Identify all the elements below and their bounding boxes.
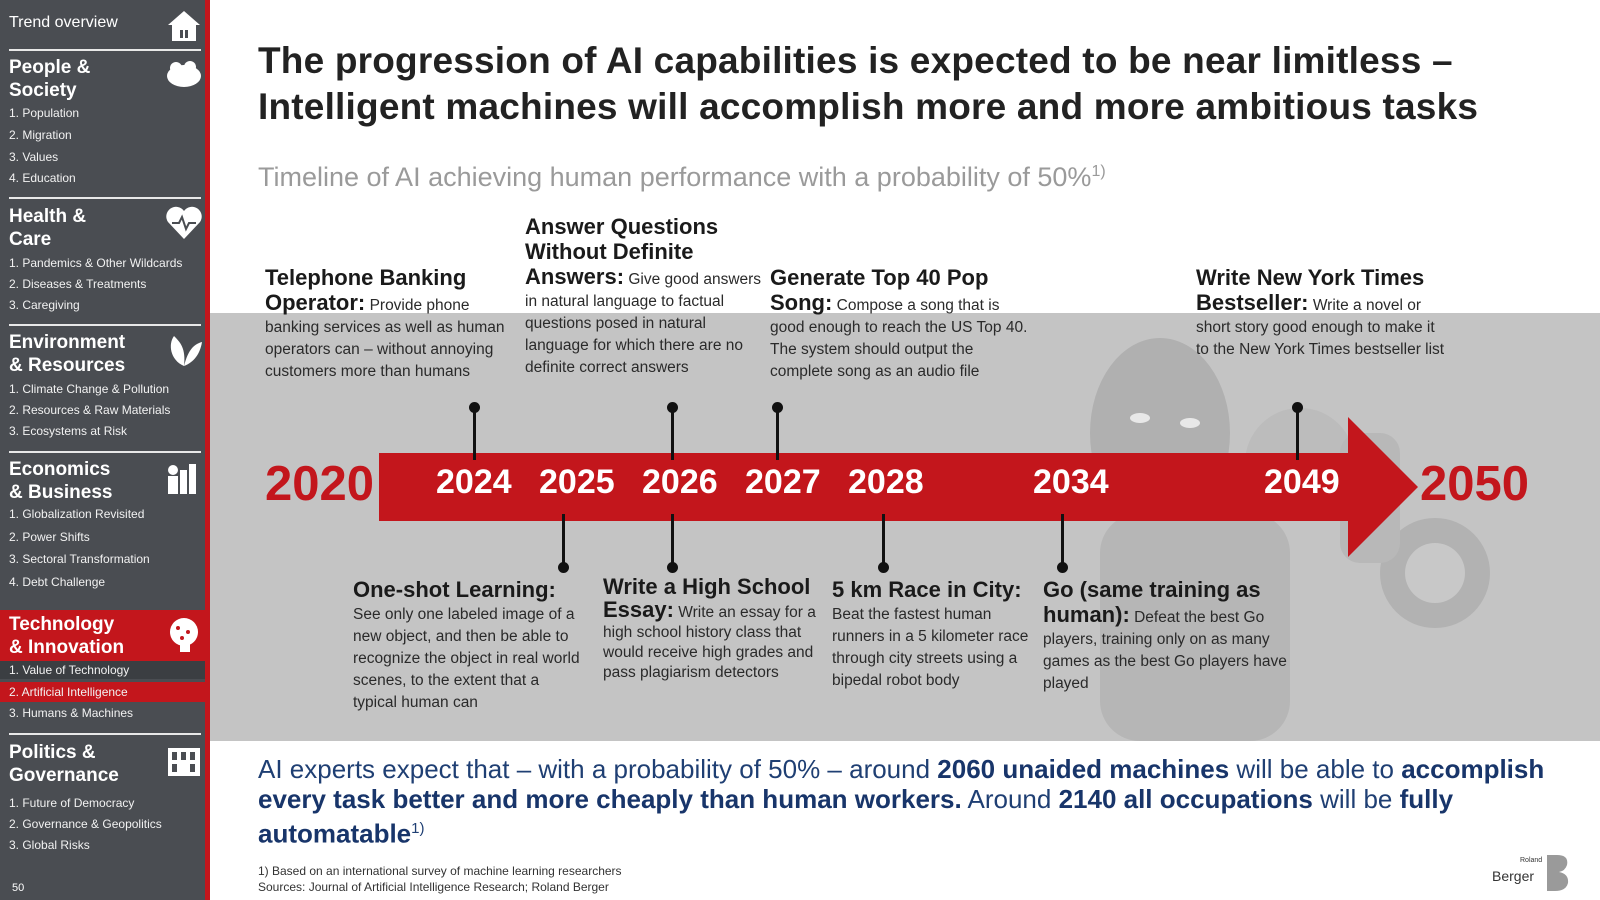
sidebar-item-democracy[interactable]: 1. Future of Democracy (9, 796, 135, 810)
year-2049: 2049 (1264, 463, 1340, 501)
sidebar-item-pandemics[interactable]: 1. Pandemics & Other Wildcards (9, 256, 183, 270)
building-icon (168, 748, 200, 776)
milestone-go: Go (same training as human): Defeat the … (1043, 577, 1287, 693)
footnote: 1) Based on an international survey of m… (258, 864, 622, 878)
conclusion-text: AI experts expect that – with a probabil… (258, 754, 1545, 849)
section-environment-resources[interactable]: Environment & Resources (9, 332, 126, 376)
section-politics-governance[interactable]: Politics & Governance (9, 742, 119, 786)
sidebar-item-artificial-intelligence[interactable]: 2. Artificial Intelligence (9, 685, 128, 699)
milestone-one-shot-learning: One-shot Learning: See only one labeled … (353, 577, 580, 712)
sidebar-item-values[interactable]: 3. Values (9, 150, 59, 164)
section-economics-business[interactable]: Economics & Business (9, 459, 113, 503)
milestone-telephone-banking: Telephone Banking Operator: Provide phon… (265, 265, 505, 381)
pin-line-2024 (473, 407, 476, 460)
sidebar-item-globalization[interactable]: 1. Globalization Revisited (9, 507, 145, 521)
pin-line-2026-top (671, 407, 674, 460)
year-2024: 2024 (436, 463, 512, 501)
brain-icon (170, 618, 198, 652)
pin-line-2049 (1296, 407, 1299, 460)
milestone-answer-questions: Answer Questions Without Definite Answer… (525, 214, 762, 377)
milestone-high-school-essay: Write a High School Essay: Write an essa… (603, 574, 816, 682)
section-people-society[interactable]: People & Society (9, 57, 91, 101)
year-2026: 2026 (642, 463, 718, 501)
timeline-arrow (379, 417, 1418, 557)
leaf-icon (170, 336, 202, 366)
sidebar-item-migration[interactable]: 2. Migration (9, 128, 72, 142)
year-2025: 2025 (539, 463, 615, 501)
section-health-care[interactable]: Health & Care (9, 206, 87, 250)
start-year: 2020 (265, 457, 375, 511)
home-icon[interactable] (166, 8, 202, 44)
milestone-5km-race: 5 km Race in City: Beat the fastest huma… (832, 577, 1029, 690)
pin-line-2025 (562, 514, 565, 566)
active-item-band (0, 682, 205, 702)
year-2027: 2027 (745, 463, 821, 501)
pin-line-2027 (776, 407, 779, 460)
sources: Sources: Journal of Artificial Intellige… (258, 880, 609, 894)
pin-line-2026-bottom (671, 514, 674, 566)
sidebar-item-climate[interactable]: 1. Climate Change & Pollution (9, 382, 170, 396)
sidebar-item-global-risks[interactable]: 3. Global Risks (9, 838, 90, 852)
sidebar-item-value-of-technology[interactable]: 1. Value of Technology (9, 663, 130, 677)
sidebar-item-resources[interactable]: 2. Resources & Raw Materials (9, 403, 171, 417)
sidebar: Trend overview People & Society 1. Popula… (0, 0, 210, 900)
pin-line-2034 (1061, 514, 1064, 566)
milestone-pop-song: Generate Top 40 Pop Song: Compose a song… (770, 265, 1028, 381)
sidebar-item-humans-machines[interactable]: 3. Humans & Machines (9, 706, 134, 720)
sidebar-item-power-shifts[interactable]: 2. Power Shifts (9, 530, 90, 544)
page-subtitle: Timeline of AI achieving human performan… (258, 162, 1106, 192)
year-2028: 2028 (848, 463, 924, 501)
heart-icon (166, 206, 202, 239)
sidebar-item-sectoral[interactable]: 3. Sectoral Transformation (9, 552, 150, 566)
page-number: 50 (12, 882, 25, 894)
sidebar-item-education[interactable]: 4. Education (9, 171, 76, 185)
pin-dot-2026-bottom (667, 562, 678, 573)
sidebar-item-ecosystems[interactable]: 3. Ecosystems at Risk (9, 424, 128, 438)
sidebar-item-caregiving[interactable]: 3. Caregiving (9, 298, 80, 312)
end-year: 2050 (1420, 457, 1530, 511)
factory-icon (168, 464, 196, 494)
pin-dot-2034 (1057, 562, 1068, 573)
page-title: The progression of AI capabilities is ex… (258, 40, 1479, 127)
year-2034: 2034 (1033, 463, 1109, 501)
sidebar-item-governance[interactable]: 2. Governance & Geopolitics (9, 817, 162, 831)
people-icon (167, 61, 201, 87)
pin-dot-2028 (878, 562, 889, 573)
sidebar-item-population[interactable]: 1. Population (9, 106, 80, 120)
pin-line-2028 (882, 514, 885, 566)
trend-overview-link[interactable]: Trend overview (9, 14, 118, 31)
milestone-bestseller: Write New York Times Bestseller: Write a… (1196, 265, 1445, 359)
pin-dot-2025 (558, 562, 569, 573)
section-technology-innovation[interactable]: Technology & Innovation (9, 614, 125, 658)
sidebar-item-band (0, 661, 205, 679)
sidebar-item-diseases[interactable]: 2. Diseases & Treatments (9, 277, 147, 291)
sidebar-item-debt[interactable]: 4. Debt Challenge (9, 575, 106, 589)
